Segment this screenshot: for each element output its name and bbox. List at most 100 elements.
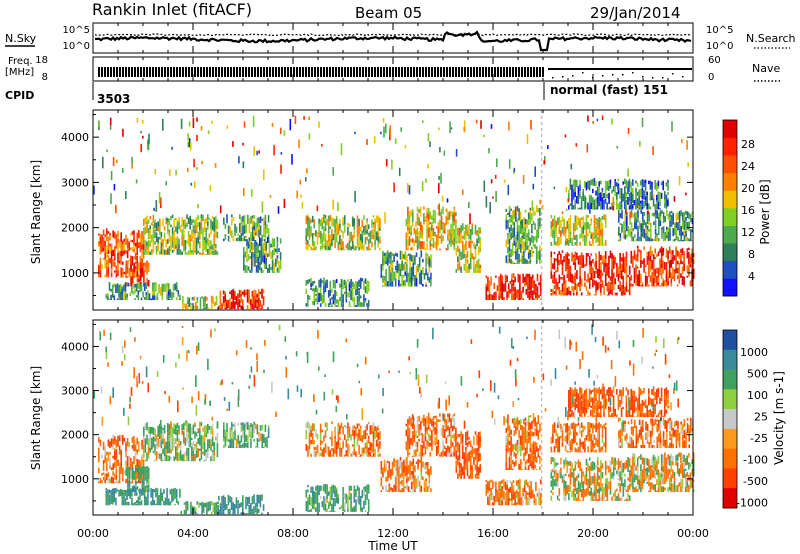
heatmap-cell — [593, 485, 596, 491]
heatmap-cell — [461, 442, 464, 446]
heatmap-cell — [654, 236, 657, 242]
heatmap-cell — [539, 274, 542, 283]
heatmap-cell — [99, 441, 102, 447]
heatmap-cell — [670, 259, 673, 268]
heatmap-cell — [511, 491, 513, 501]
heatmap-cell — [187, 457, 190, 462]
heatmap-cell — [566, 269, 569, 275]
heatmap-cell — [134, 274, 137, 278]
heatmap-cell — [324, 430, 327, 438]
heatmap-cell — [129, 504, 132, 506]
heatmap-cell — [200, 435, 203, 443]
heatmap-cell — [239, 440, 241, 448]
heatmap-cell — [207, 307, 210, 310]
heatmap-cell — [222, 303, 225, 306]
heatmap-cell — [152, 238, 155, 245]
heatmap-cell — [168, 441, 171, 448]
heatmap-cell — [463, 452, 466, 461]
heatmap-cell — [337, 493, 340, 498]
heatmap-cell — [451, 223, 454, 231]
heatmap-cell — [509, 480, 512, 484]
heatmap-cell — [531, 431, 533, 437]
heatmap-cell — [339, 507, 341, 510]
heatmap-cell — [385, 282, 387, 287]
heatmap-cell — [505, 427, 508, 433]
heatmap-cell — [592, 492, 594, 500]
heatmap-cell — [448, 229, 451, 236]
heatmap-cell — [210, 295, 213, 303]
heatmap-cell — [207, 446, 209, 451]
heatmap-cell — [205, 253, 207, 255]
heatmap-cell — [343, 224, 346, 233]
heatmap-cell — [576, 196, 578, 204]
heatmap-cell — [560, 290, 562, 296]
heatmap-cell — [147, 455, 150, 459]
heatmap-cell — [391, 488, 394, 493]
heatmap-cell — [465, 450, 467, 458]
heatmap-cell — [571, 207, 573, 210]
heatmap-cell — [569, 265, 572, 270]
heatmap-cell — [130, 233, 132, 236]
heatmap-cell — [665, 273, 668, 282]
heatmap-cell — [130, 255, 132, 265]
heatmap-cell — [635, 272, 637, 280]
heatmap-cell — [385, 275, 387, 283]
heatmap-cell — [134, 444, 137, 452]
heatmap-cell — [675, 228, 678, 235]
heatmap-cell — [590, 260, 593, 267]
heatmap-cell — [210, 302, 213, 307]
heatmap-cell — [643, 201, 645, 209]
heatmap-cell — [511, 443, 514, 452]
heatmap-cell — [530, 481, 532, 491]
heatmap-cell — [227, 225, 230, 234]
heatmap-cell — [205, 239, 207, 244]
heatmap-cell — [601, 493, 604, 501]
heatmap-cell — [343, 424, 346, 428]
heatmap-cell — [401, 251, 403, 261]
heatmap-cell — [469, 262, 472, 270]
heatmap-cell — [590, 476, 593, 486]
heatmap-cell — [375, 439, 378, 447]
heatmap-cell — [189, 224, 191, 230]
heatmap-cell — [429, 240, 432, 244]
heatmap-cell — [146, 224, 148, 234]
heatmap-cell — [307, 500, 309, 510]
heatmap-cell — [186, 214, 188, 219]
heatmap-cell — [237, 506, 239, 513]
heatmap-cell — [612, 202, 615, 211]
heatmap-cell — [251, 226, 254, 234]
heatmap-cell — [265, 241, 267, 251]
heatmap-cell — [358, 487, 360, 495]
heatmap-cell — [192, 456, 195, 462]
heatmap-cell — [558, 223, 561, 228]
heatmap-cell — [572, 262, 575, 265]
heatmap-cell — [199, 222, 201, 231]
heatmap-cell — [588, 465, 591, 471]
heatmap-cell — [439, 454, 441, 457]
heatmap-cell — [572, 189, 575, 193]
heatmap-cell — [678, 176, 681, 186]
heatmap-cell — [237, 423, 239, 426]
heatmap-cell — [413, 449, 416, 456]
heatmap-cell — [595, 181, 597, 186]
heatmap-cell — [109, 465, 111, 469]
heatmap-cell — [99, 233, 102, 237]
heatmap-cell — [683, 251, 685, 257]
heatmap-cell — [175, 456, 177, 460]
heatmap-cell — [382, 250, 384, 259]
heatmap-cell — [171, 442, 174, 451]
heatmap-cell — [301, 202, 304, 209]
heatmap-cell — [618, 239, 620, 242]
heatmap-cell — [261, 494, 263, 501]
heatmap-cell — [657, 254, 660, 257]
heatmap-cell — [506, 489, 508, 500]
heatmap-cell — [240, 294, 242, 297]
heatmap-cell — [517, 273, 520, 283]
heatmap-cell — [603, 244, 605, 246]
heatmap-cell — [528, 480, 531, 484]
heatmap-cell — [175, 424, 177, 432]
heatmap-cell — [335, 489, 338, 494]
heatmap-cell — [564, 489, 567, 497]
heatmap-cell — [134, 246, 137, 249]
heatmap-cell — [589, 205, 591, 214]
